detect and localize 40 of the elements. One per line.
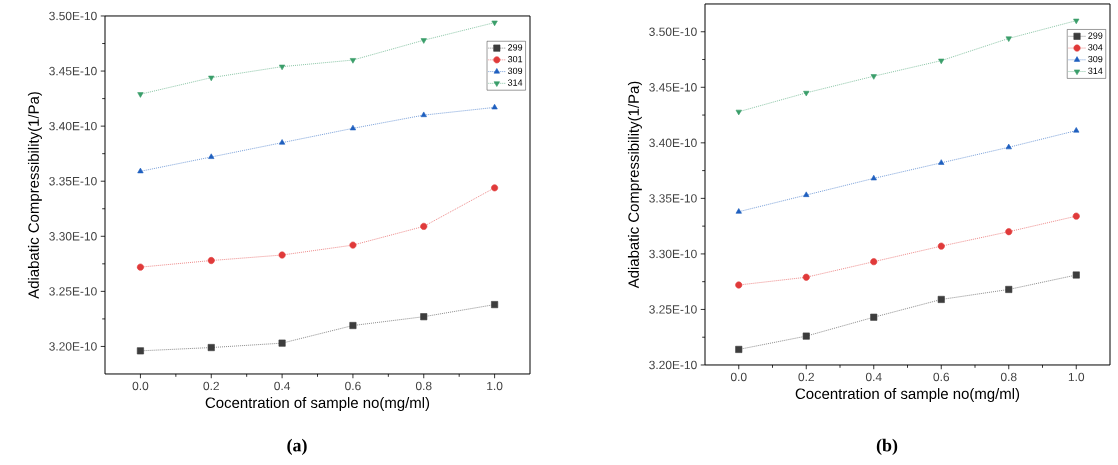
y-tick-label: 3.25E-10	[49, 287, 97, 296]
y-tick-label: 3.40E-10	[649, 138, 697, 148]
x-tick-label: 0.2	[798, 372, 814, 382]
x-tick-label: 0.0	[730, 372, 747, 382]
y-tick-label: 3.20E-10	[649, 360, 697, 370]
y-tick-label: 3.35E-10	[649, 194, 697, 203]
x-tick-label: 1.0	[487, 381, 503, 391]
x-tick-label: 0.4	[865, 372, 882, 382]
x-axis-title: Cocentration of sample no(mg/ml)	[795, 388, 1020, 402]
x-axis-title: Cocentration of sample no(mg/ml)	[205, 397, 430, 411]
y-tick-label: 3.30E-10	[49, 232, 97, 241]
x-tick-label: 0.2	[203, 381, 219, 391]
y-tick-label: 3.45E-10	[649, 83, 697, 92]
y-tick-label: 3.40E-10	[49, 121, 97, 131]
y-tick-label: 3.25E-10	[649, 305, 697, 314]
x-tick-label: 0.6	[933, 372, 950, 382]
y-axis-title: Adiabatic Compressibility(1/Pa)	[27, 92, 42, 299]
legend-label: 304	[1088, 44, 1103, 51]
legend-label: 299	[1088, 32, 1103, 39]
x-tick-label: 0.6	[345, 381, 361, 391]
legend-label: 314	[1088, 67, 1103, 75]
y-tick-label: 3.30E-10	[649, 249, 697, 259]
x-tick-label: 0.4	[274, 381, 291, 391]
y-tick-label: 3.50E-10	[49, 11, 97, 21]
x-tick-label: 0.8	[415, 381, 432, 391]
legend-label: 314	[507, 79, 523, 86]
legend-label: 309	[507, 67, 523, 75]
text: (b)	[876, 438, 898, 456]
x-tick-label: 0.0	[132, 381, 149, 391]
y-tick-label: 3.45E-10	[49, 66, 97, 76]
legend-label: 309	[1088, 55, 1103, 63]
y-tick-label: 3.50E-10	[649, 27, 697, 36]
legend-label: 299	[508, 44, 523, 51]
y-tick-label: 3.35E-10	[49, 176, 97, 186]
x-tick-label: 0.8	[1000, 372, 1017, 382]
text: (a)	[287, 438, 307, 456]
x-tick-label: 1.0	[1068, 372, 1085, 382]
legend-label: 301	[507, 55, 523, 63]
y-axis-title: Adiabatic Compressibility(1/Pa)	[627, 81, 642, 289]
y-tick-label: 3.20E-10	[49, 342, 97, 351]
